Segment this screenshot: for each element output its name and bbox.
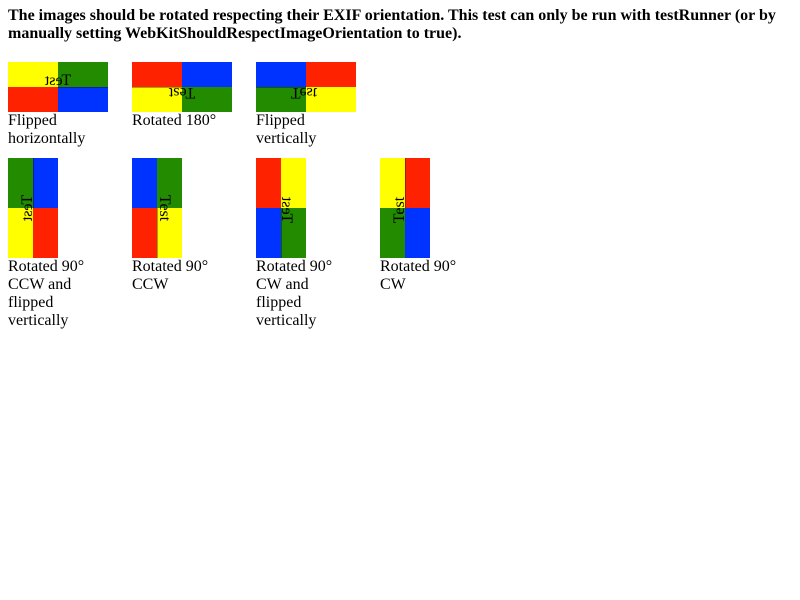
quadrant — [132, 87, 182, 112]
quadrant — [182, 87, 232, 112]
quadrant — [380, 158, 405, 208]
quadrant — [58, 87, 108, 112]
image-caption: Flipped vertically — [256, 112, 317, 147]
test-word: Test — [19, 194, 36, 222]
image-flipped-vertically: Test Flipped vertically — [256, 62, 356, 148]
quadrant-divider — [281, 208, 282, 258]
quadrant-divider — [256, 87, 306, 88]
quadrant — [281, 158, 306, 208]
test-image: Test — [132, 158, 182, 258]
quadrant-divider — [58, 87, 108, 88]
quadrant-divider — [132, 87, 182, 88]
quadrant — [380, 208, 405, 258]
quadrant — [8, 62, 58, 87]
page-heading: The images should be rotated respecting … — [8, 7, 776, 42]
test-word: Test — [391, 196, 408, 224]
test-word: Test — [168, 84, 196, 101]
test-image: Test — [8, 62, 108, 112]
quadrant — [157, 208, 182, 258]
test-word: Test — [278, 196, 295, 224]
quadrant — [306, 62, 356, 87]
quadrant-divider — [33, 158, 34, 208]
quadrant — [8, 208, 33, 258]
image-rotated-180: Test Rotated 180° — [132, 62, 232, 130]
image-caption: Rotated 90° CCW — [132, 258, 209, 293]
quadrant — [33, 208, 58, 258]
image-flipped-horizontally: Test Flipped horizontally — [8, 62, 108, 148]
quadrant — [182, 62, 232, 87]
test-word: Test — [290, 84, 318, 101]
quadrant — [157, 158, 182, 208]
quadrant — [58, 62, 108, 87]
quadrant — [132, 208, 157, 258]
quadrant — [8, 87, 58, 112]
quadrant — [256, 158, 281, 208]
quadrant — [405, 208, 430, 258]
quadrant — [132, 158, 157, 208]
image-caption: Rotated 90° CW — [380, 258, 457, 293]
image-caption: Rotated 90° CCW and flipped vertically — [8, 258, 85, 329]
image-rotated-90-ccw: Test Rotated 90° CCW — [132, 158, 232, 294]
quadrant — [8, 158, 33, 208]
test-image: Test — [8, 158, 58, 258]
quadrant — [281, 208, 306, 258]
quadrant — [256, 62, 306, 87]
test-image: Test — [380, 158, 430, 258]
quadrant — [306, 87, 356, 112]
quadrant — [33, 158, 58, 208]
quadrant — [405, 158, 430, 208]
test-image: Test — [256, 62, 356, 112]
image-rotated-90-cw: Test Rotated 90° CW — [380, 158, 480, 294]
image-rotated-90-ccw-flipped-vertically: Test Rotated 90° CCW and flipped vertica… — [8, 158, 108, 330]
image-caption: Rotated 180° — [132, 112, 217, 129]
image-caption: Flipped horizontally — [8, 112, 86, 147]
quadrant-divider — [405, 158, 406, 208]
quadrant — [132, 62, 182, 87]
test-word: Test — [156, 194, 173, 222]
quadrant — [256, 208, 281, 258]
test-image: Test — [132, 62, 232, 112]
quadrant-divider — [157, 208, 158, 258]
quadrant — [256, 87, 306, 112]
test-word: Test — [44, 72, 72, 89]
image-caption: Rotated 90° CW and flipped vertically — [256, 258, 333, 329]
image-rotated-90-cw-flipped-vertically: Test Rotated 90° CW and flipped vertical… — [256, 158, 356, 330]
test-image: Test — [256, 158, 306, 258]
